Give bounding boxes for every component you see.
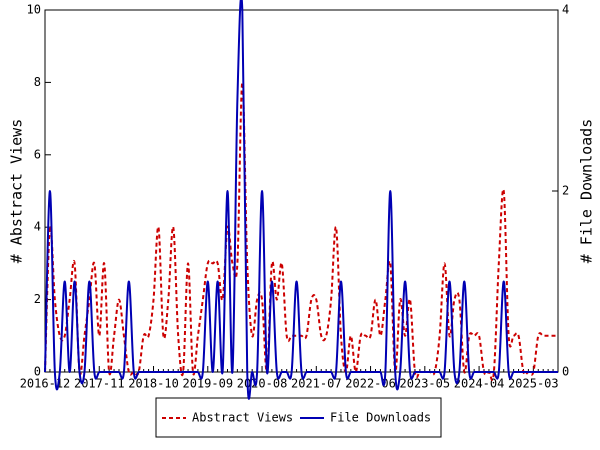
y-tick-label: 10 [27, 3, 41, 17]
y-tick-label: 8 [34, 75, 41, 89]
x-tick-label: 2023-05 [400, 377, 451, 391]
plot-frame [44, 9, 559, 373]
x-tick-label: 2018-10 [128, 377, 179, 391]
legend-label: File Downloads [330, 411, 431, 425]
data-line [44, 0, 558, 400]
y2-tick-label: 4 [562, 3, 569, 17]
x-tick-label: 2016-12 [20, 377, 71, 391]
x-tick-label: 2021-07 [291, 377, 342, 391]
x-tick-label: 2017-11 [74, 377, 125, 391]
y-tick-label: 0 [34, 365, 41, 379]
y-tick-label: 6 [34, 147, 41, 161]
y2-axis-title: # File Downloads [578, 119, 596, 264]
legend-label: Abstract Views [192, 411, 293, 425]
legend [155, 397, 442, 438]
y-axis-title: # Abstract Views [8, 119, 26, 264]
x-tick-label: 2025-03 [508, 377, 559, 391]
x-tick-label: 2022-06 [345, 377, 396, 391]
data-line [44, 81, 558, 381]
y-tick-label: 2 [34, 292, 41, 306]
y2-tick-label: 2 [562, 184, 569, 198]
x-tick-label: 2019-09 [182, 377, 233, 391]
y-tick-label: 4 [34, 220, 41, 234]
y2-tick-label: 0 [562, 365, 569, 379]
